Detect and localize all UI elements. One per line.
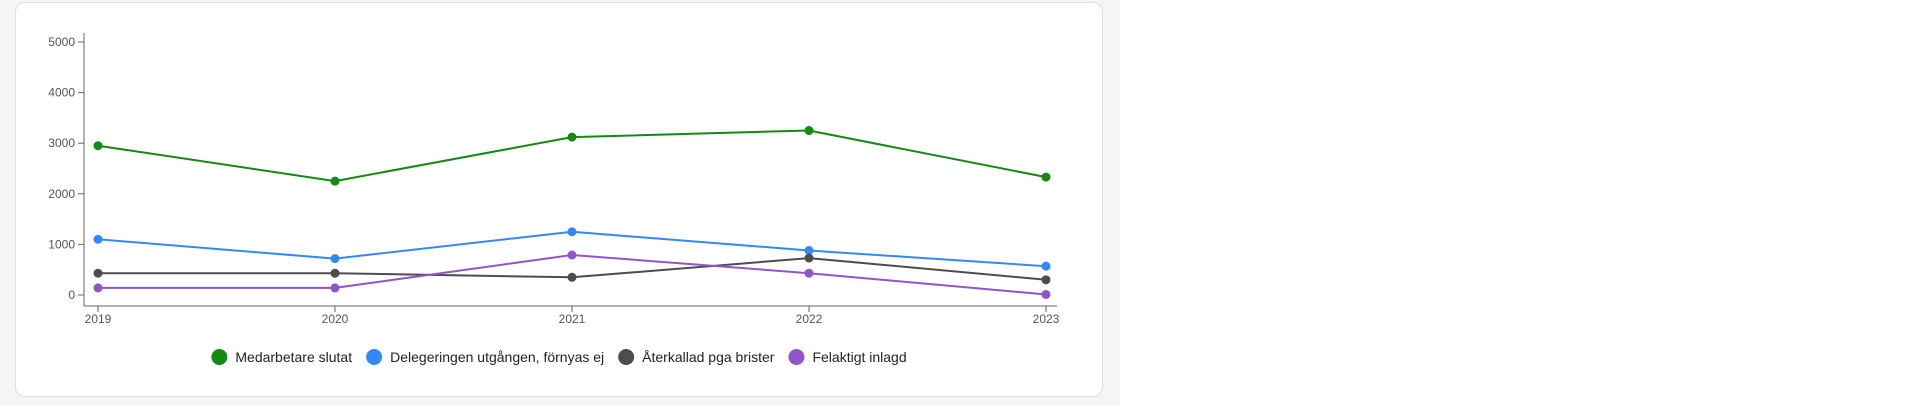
data-point	[804, 126, 814, 136]
data-point	[567, 250, 577, 260]
legend-item[interactable]: Återkallad pga brister	[618, 349, 775, 365]
x-tick-label: 2023	[1033, 312, 1060, 326]
data-point	[1041, 261, 1051, 271]
legend-marker	[366, 349, 383, 365]
series-lines	[97, 129, 1047, 296]
series-line	[97, 230, 1047, 268]
y-tick-label: 3000	[48, 136, 75, 150]
x-tick-label: 2021	[559, 312, 586, 326]
legend-label: Delegeringen utgången, förnyas ej	[390, 349, 604, 365]
x-tick-label: 2020	[322, 312, 349, 326]
data-point	[804, 268, 814, 278]
data-point	[93, 141, 103, 151]
chart-card	[15, 2, 1103, 397]
x-tick-label: 2022	[796, 312, 823, 326]
legend-marker	[788, 349, 805, 365]
data-point	[93, 283, 103, 293]
y-tick-label: 5000	[48, 35, 75, 49]
legend-label: Medarbetare slutat	[235, 349, 352, 365]
data-point	[567, 227, 577, 237]
legend-marker	[618, 349, 635, 365]
data-point	[1041, 172, 1051, 182]
data-point	[804, 253, 814, 263]
legend-item[interactable]: Medarbetare slutat	[211, 349, 352, 365]
data-point	[1041, 289, 1051, 299]
data-point	[93, 268, 103, 278]
y-tick-label: 2000	[48, 187, 75, 201]
data-point	[330, 268, 340, 278]
legend-item[interactable]: Delegeringen utgången, förnyas ej	[366, 349, 604, 365]
y-tick-label: 4000	[48, 86, 75, 100]
data-point	[330, 283, 340, 293]
data-point	[330, 176, 340, 186]
data-point	[804, 245, 814, 255]
data-point	[93, 234, 103, 244]
data-points	[93, 126, 1051, 299]
x-tick-label: 2019	[85, 312, 112, 326]
data-point	[567, 272, 577, 282]
legend[interactable]: Medarbetare slutat Delegeringen utgången,…	[211, 349, 907, 365]
data-point	[330, 254, 340, 264]
data-point	[1041, 275, 1051, 285]
axes: 0 1000 2000 3000 4000 5000 2019 2020 2021 2022 202…	[48, 33, 1060, 326]
legend-label: Felaktigt inlagd	[812, 349, 906, 365]
legend-item[interactable]: Felaktigt inlagd	[788, 349, 907, 365]
y-tick-label: 1000	[48, 237, 75, 251]
y-tick-label: 0	[68, 288, 75, 302]
legend-marker	[211, 349, 228, 365]
data-point	[567, 132, 577, 142]
legend-label: Återkallad pga brister	[642, 349, 775, 365]
